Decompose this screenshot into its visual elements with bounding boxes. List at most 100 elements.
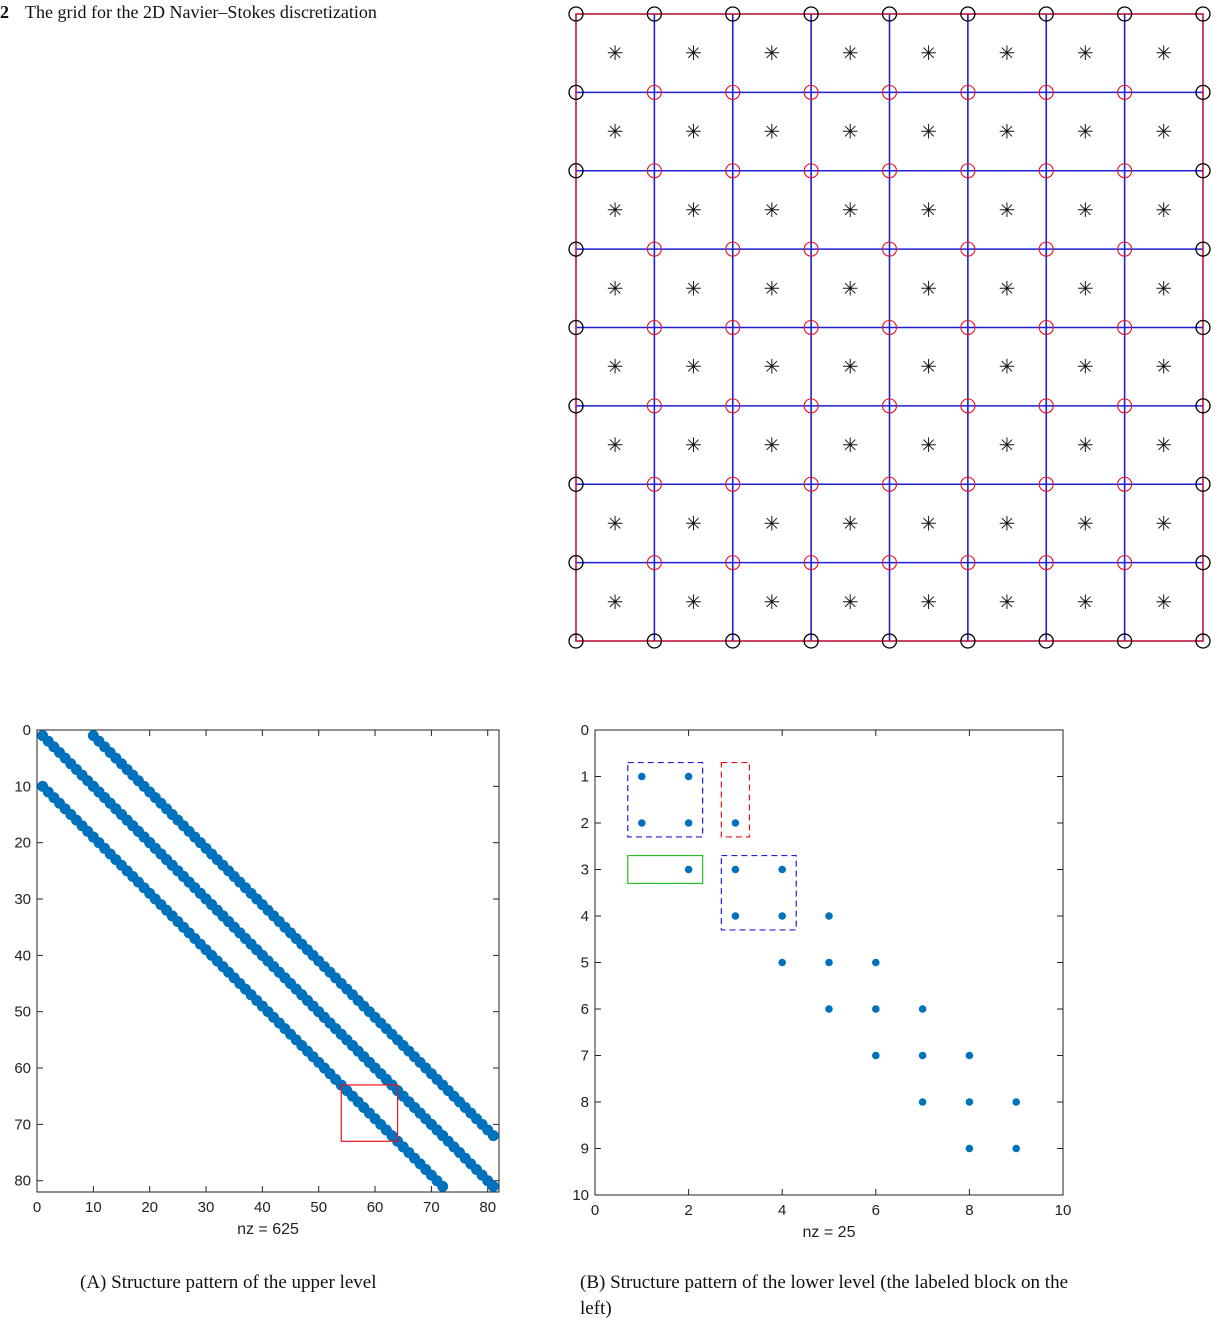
nonzero-marker	[825, 912, 833, 920]
x-tick-label: 4	[778, 1202, 786, 1219]
cell-center-marker: ✳	[607, 592, 624, 614]
cell-center-marker: ✳	[1155, 357, 1172, 379]
cell-center-marker: ✳	[920, 357, 937, 379]
interior-node-circle	[1117, 555, 1133, 571]
cell-center-marker: ✳	[920, 592, 937, 614]
cell-center-marker: ✳	[764, 200, 781, 222]
nonzero-marker	[965, 1051, 974, 1060]
interior-node-circle	[960, 555, 976, 571]
y-tick-label: 50	[14, 1004, 31, 1021]
nonzero-marker	[437, 1180, 449, 1192]
cell-center-marker: ✳	[1155, 513, 1172, 535]
interior-node-circle	[1038, 476, 1054, 492]
x-tick-label: 0	[591, 1202, 599, 1219]
boundary-node-circle	[568, 554, 584, 571]
cell-center-marker: ✳	[999, 200, 1016, 222]
interior-node-circle	[725, 241, 741, 257]
y-tick-label: 20	[14, 835, 31, 852]
nonzero-marker	[778, 958, 786, 967]
nonzero-marker	[487, 1130, 499, 1142]
boundary-node-circle	[1195, 84, 1211, 101]
interior-node-circle	[1117, 398, 1133, 414]
cell-center-marker: ✳	[1155, 592, 1172, 614]
interior-node-circle	[803, 163, 819, 179]
boundary-node-circle	[568, 319, 584, 336]
block-box	[720, 761, 751, 838]
nonzero-marker	[638, 819, 646, 827]
y-tick-label: 80	[14, 1173, 31, 1190]
interior-node-circle	[646, 319, 662, 336]
boundary-node-circle	[803, 6, 819, 22]
nonzero-marker	[825, 958, 833, 967]
y-tick-label: 5	[581, 955, 589, 972]
cell-center-marker: ✳	[1077, 592, 1094, 614]
x-tick-label: 30	[198, 1199, 215, 1216]
interior-node-circle	[803, 555, 819, 571]
nonzero-marker	[1012, 1144, 1020, 1153]
cell-center-marker: ✳	[607, 200, 624, 222]
boundary-node-circle	[1195, 241, 1211, 257]
figure-number: 2	[0, 2, 9, 22]
cell-center-marker: ✳	[1077, 200, 1094, 222]
interior-node-circle	[1038, 398, 1054, 414]
cell-center-marker: ✳	[607, 435, 624, 457]
interior-node-circle	[646, 398, 662, 414]
cell-center-marker: ✳	[685, 435, 702, 457]
cell-center-marker: ✳	[764, 122, 781, 144]
nonzero-marker	[778, 912, 786, 920]
interior-node-circle	[960, 84, 976, 100]
boundary-node-circle	[568, 476, 584, 492]
interior-node-circle	[646, 241, 662, 257]
cell-center-marker: ✳	[607, 513, 624, 535]
boundary-node-circle	[568, 6, 584, 22]
y-tick-label: 10	[14, 778, 31, 795]
x-tick-label: 80	[479, 1199, 496, 1216]
cell-center-marker: ✳	[764, 43, 781, 65]
cell-center-marker: ✳	[685, 43, 702, 65]
interior-node-circle	[960, 319, 976, 336]
grid-boundary	[575, 13, 1204, 642]
cell-center-marker: ✳	[1077, 513, 1094, 535]
y-tick-label: 6	[581, 1001, 589, 1018]
y-tick-label: 8	[581, 1094, 589, 1111]
y-tick-label: 0	[23, 722, 31, 739]
nonzero-marker	[638, 772, 646, 781]
boundary-node-circle	[1195, 554, 1211, 571]
x-tick-label: 10	[1055, 1202, 1072, 1219]
nonzero-marker	[872, 958, 880, 967]
navier-stokes-grid: ✳ ✳ ✳ ✳ ✳ ✳ ✳ ✳ ✳ ✳ ✳ ✳ ✳ ✳ ✳ ✳ ✳ ✳ ✳ ✳ ✳ ✳ ✳ ✳ ✳ ✳ ✳ ✳ ✳ ✳ ✳ ✳ ✳ ✳ ✳ ✳ ✳ ✳ ✳ ✳…	[568, 6, 1211, 649]
cell-center-marker: ✳	[999, 278, 1016, 300]
nonzero-marker	[684, 772, 693, 781]
nonzero-marker	[825, 1005, 833, 1013]
interior-node-circle	[1117, 163, 1133, 179]
nonzero-marker	[872, 1051, 880, 1060]
interior-node-circle	[646, 555, 662, 571]
cell-center-marker: ✳	[685, 357, 702, 379]
boundary-node-circle	[1195, 398, 1211, 414]
cell-center-marker: ✳	[764, 513, 781, 535]
boundary-node-circle	[1116, 633, 1133, 649]
cell-center-marker: ✳	[920, 43, 937, 65]
cell-center-marker: ✳	[607, 122, 624, 144]
boundary-node-circle	[881, 633, 898, 649]
cell-center-marker: ✳	[842, 357, 859, 379]
interior-node-circle	[960, 476, 976, 492]
x-tick-label: 60	[367, 1199, 384, 1216]
boundary-node-circle	[1038, 6, 1054, 22]
boundary-node-circle	[1195, 163, 1211, 179]
boundary-node-circle	[725, 6, 741, 22]
boundary-node-circle	[881, 6, 898, 22]
cell-center-marker: ✳	[1155, 200, 1172, 222]
cell-center-marker: ✳	[1077, 122, 1094, 144]
y-tick-label: 4	[581, 908, 589, 925]
boundary-node-circle	[568, 398, 584, 414]
boundary-node-circle	[960, 633, 976, 649]
boundary-node-circle	[568, 633, 584, 649]
interior-node-circle	[1038, 84, 1054, 100]
cell-center-marker: ✳	[1077, 357, 1094, 379]
plot-frame	[36, 729, 500, 1193]
interior-node-circle	[725, 398, 741, 414]
interior-node-circle	[881, 555, 898, 571]
highlight-box	[340, 1084, 399, 1142]
nonzero-marker	[684, 819, 693, 827]
